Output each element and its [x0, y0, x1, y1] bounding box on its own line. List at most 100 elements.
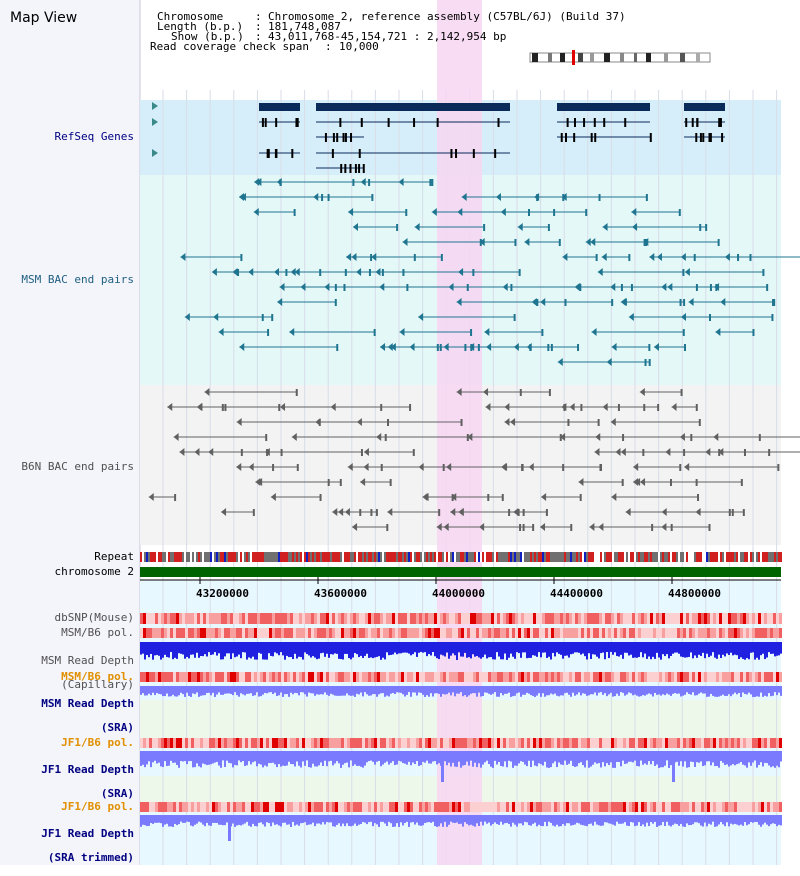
read-depth-bar — [580, 642, 582, 655]
track-label-jf1-pol-2[interactable]: JF1/B6 pol. — [61, 800, 134, 813]
bac-end-marker — [380, 464, 383, 471]
polymorphism-cell — [566, 613, 569, 624]
polymorphism-cell — [158, 738, 161, 748]
read-depth-bar — [452, 686, 454, 693]
read-depth-bar — [534, 642, 536, 656]
read-depth-bar — [274, 751, 276, 765]
repeat-element — [266, 552, 268, 562]
track-label-b6n-bac[interactable]: B6N BAC end pairs — [21, 460, 134, 473]
repeat-element — [246, 552, 248, 562]
read-depth-bar — [430, 642, 432, 656]
read-depth-bar — [684, 751, 686, 762]
read-depth-bar — [690, 815, 692, 826]
polymorphism-cell — [500, 613, 503, 624]
read-depth-bar — [294, 751, 296, 767]
polymorphism-cell — [332, 738, 335, 748]
track-label-jf1-depth-trimmed[interactable]: JF1 Read Depth (SRA trimmed) — [15, 816, 134, 876]
bac-end-marker — [334, 299, 337, 306]
read-depth-bar — [774, 815, 776, 824]
polymorphism-cell — [746, 802, 749, 812]
polymorphism-cell — [368, 802, 371, 812]
track-label-repeat[interactable]: Repeat — [94, 550, 134, 563]
read-depth-bar — [552, 815, 554, 826]
polymorphism-cell — [326, 628, 329, 638]
read-depth-bar — [734, 686, 736, 693]
show-sep: : — [255, 30, 262, 43]
polymorphism-cell — [584, 802, 587, 812]
track-label-msm-depth-sra[interactable]: MSM Read Depth (SRA) — [15, 686, 134, 746]
read-depth-bar — [378, 686, 380, 695]
polymorphism-cell — [752, 802, 755, 812]
polymorphism-cell — [419, 613, 422, 624]
polymorphism-cell — [521, 672, 524, 682]
polymorphism-cell — [272, 613, 275, 624]
read-depth-bar — [484, 815, 486, 822]
polymorphism-cell — [386, 738, 389, 748]
bac-end-marker — [409, 404, 412, 411]
polymorphism-cell — [587, 738, 590, 748]
polymorphism-cell — [635, 672, 638, 682]
polymorphism-cell — [626, 738, 629, 748]
polymorphism-cell — [695, 738, 698, 748]
read-depth-bar — [752, 751, 754, 763]
read-depth-bar — [470, 642, 472, 659]
polymorphism-cell — [464, 613, 467, 624]
track-label-refseq[interactable]: RefSeq Genes — [54, 130, 134, 143]
read-depth-bar — [158, 815, 160, 823]
read-depth-bar — [254, 642, 256, 660]
read-depth-bar — [690, 751, 692, 762]
repeat-element — [724, 552, 726, 562]
bac-end-marker — [224, 404, 227, 411]
read-depth-bar — [582, 686, 584, 694]
repeat-element — [776, 552, 778, 562]
polymorphism-cell — [539, 613, 542, 624]
polymorphism-cell — [368, 672, 371, 682]
track-label-msm-b6-pol[interactable]: MSM/B6 pol. — [61, 626, 134, 639]
read-depth-bar — [714, 815, 716, 827]
track-label-jf1-depth-sra[interactable]: JF1 Read Depth (SRA) — [15, 752, 134, 812]
read-depth-bar — [350, 815, 352, 827]
read-depth-bar — [256, 815, 258, 827]
repeat-element — [404, 552, 406, 562]
polymorphism-cell — [146, 802, 149, 812]
polymorphism-cell — [353, 738, 356, 748]
gene-exon — [564, 133, 567, 142]
polymorphism-cell — [608, 802, 611, 812]
track-label-dbsnp[interactable]: dbSNP(Mouse) — [54, 611, 134, 624]
track-label-msm-bac[interactable]: MSM BAC end pairs — [21, 273, 134, 286]
polymorphism-cell — [740, 802, 743, 812]
read-depth-bar — [272, 686, 274, 695]
read-depth-bar — [276, 642, 278, 654]
read-depth-bar — [376, 686, 378, 697]
polymorphism-cell — [548, 672, 551, 682]
read-depth-bar — [300, 751, 302, 768]
polymorphism-cell — [386, 628, 389, 638]
read-depth-bar — [574, 686, 576, 696]
polymorphism-cell — [470, 628, 473, 638]
polymorphism-cell — [512, 802, 515, 812]
track-label-jf1-pol[interactable]: JF1/B6 pol. — [61, 736, 134, 749]
bac-end-marker — [553, 209, 556, 216]
read-depth-bar — [416, 751, 418, 762]
read-depth-bar — [720, 751, 722, 761]
polymorphism-cell — [260, 672, 263, 682]
track-label-msm-b6-pol-2[interactable]: MSM/B6 pol. — [61, 670, 134, 683]
bac-end-marker — [580, 404, 583, 411]
read-depth-bar — [710, 751, 712, 766]
read-depth-bar — [412, 751, 414, 763]
coverage-sep: : — [325, 40, 332, 53]
track-label-chromosome[interactable]: chromosome 2 — [54, 565, 134, 578]
track-label-msm-depth-capillary[interactable]: MSM Read Depth (Capillary) — [15, 643, 134, 703]
read-depth-bar — [696, 815, 698, 823]
read-depth-bar — [642, 686, 644, 696]
bac-end-marker — [585, 238, 591, 246]
polymorphism-cell — [182, 628, 185, 638]
polymorphism-cell — [170, 738, 173, 748]
polymorphism-cell — [620, 802, 623, 812]
polymorphism-cell — [512, 628, 515, 638]
polymorphism-cell — [398, 613, 401, 624]
bac-end-marker — [279, 283, 285, 291]
polymorphism-cell — [170, 613, 173, 624]
read-depth-bar — [156, 686, 158, 694]
